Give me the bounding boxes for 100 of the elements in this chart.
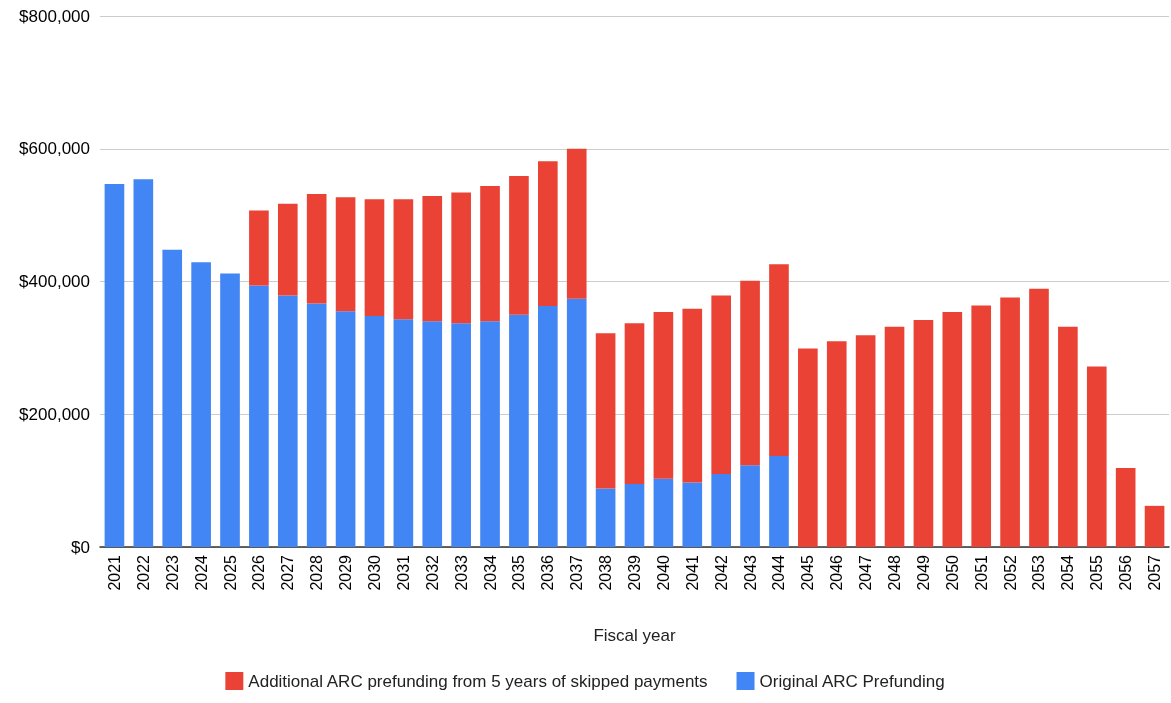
bar bbox=[711, 473, 731, 547]
bar bbox=[1058, 326, 1078, 547]
bar bbox=[913, 320, 934, 547]
x-tick-label: 2047 bbox=[857, 554, 875, 591]
x-tick-label: 2055 bbox=[1088, 554, 1106, 591]
bar bbox=[769, 264, 789, 457]
x-tick-label: 2038 bbox=[597, 554, 615, 591]
bar bbox=[277, 295, 298, 547]
x-tick-label: 2056 bbox=[1117, 554, 1135, 591]
x-tick-label: 2029 bbox=[337, 554, 355, 591]
bar bbox=[538, 161, 558, 307]
x-tick-label: 2024 bbox=[192, 554, 210, 591]
x-tick-label: 2025 bbox=[221, 554, 239, 591]
bar bbox=[451, 323, 471, 547]
bar bbox=[480, 321, 500, 547]
bar bbox=[942, 312, 963, 547]
bar bbox=[509, 314, 529, 547]
x-tick-label: 2036 bbox=[539, 554, 557, 591]
x-tick-label: 2032 bbox=[423, 554, 441, 591]
bar bbox=[798, 348, 818, 547]
x-tick-label: 2057 bbox=[1146, 554, 1164, 591]
bar bbox=[133, 179, 154, 547]
y-tick-label: $0 bbox=[71, 537, 90, 557]
bar bbox=[191, 262, 211, 547]
bar bbox=[1144, 505, 1165, 547]
bar bbox=[538, 306, 558, 547]
x-tick-label: 2040 bbox=[654, 554, 672, 591]
bar bbox=[335, 311, 356, 547]
bar bbox=[769, 456, 789, 547]
bar bbox=[451, 192, 471, 324]
x-tick-label: 2051 bbox=[972, 554, 990, 591]
y-tick-label: $600,000 bbox=[19, 139, 90, 159]
x-tick-label: 2033 bbox=[452, 554, 470, 591]
y-tick-label: $800,000 bbox=[19, 6, 90, 26]
x-tick-label: 2053 bbox=[1030, 554, 1048, 591]
bar bbox=[653, 312, 674, 479]
x-tick-label: 2045 bbox=[799, 554, 817, 591]
bar bbox=[422, 321, 443, 547]
bar bbox=[1115, 468, 1136, 547]
bar bbox=[393, 319, 414, 547]
x-tick-label: 2039 bbox=[626, 554, 643, 591]
x-tick-label: 2035 bbox=[510, 554, 528, 591]
x-tick-label: 2031 bbox=[394, 554, 412, 591]
bar bbox=[249, 210, 269, 286]
bar bbox=[277, 203, 298, 296]
bar bbox=[1029, 288, 1049, 547]
bar bbox=[306, 193, 327, 304]
x-tick-label: 2034 bbox=[481, 554, 499, 591]
bar bbox=[855, 335, 876, 547]
bar bbox=[566, 148, 587, 299]
x-tick-label: 2021 bbox=[105, 554, 123, 591]
bar bbox=[884, 326, 905, 547]
bar bbox=[480, 185, 500, 322]
bar bbox=[509, 175, 529, 315]
x-tick-label: 2037 bbox=[568, 554, 586, 591]
x-tick-label: 2054 bbox=[1059, 554, 1077, 591]
x-tick-label: 2048 bbox=[886, 554, 904, 591]
bar bbox=[971, 305, 992, 547]
x-tick-label: 2027 bbox=[279, 554, 297, 591]
x-tick-label: 2028 bbox=[308, 554, 326, 591]
bar bbox=[364, 316, 385, 547]
x-tick-label: 2046 bbox=[828, 554, 846, 591]
y-tick-label: $400,000 bbox=[19, 272, 90, 291]
bar bbox=[595, 333, 616, 489]
bar bbox=[162, 249, 183, 547]
bar bbox=[826, 341, 847, 547]
bar bbox=[624, 483, 645, 547]
legend-label: Additional ARC prefunding from 5 years of skipped payments bbox=[248, 671, 708, 691]
bar bbox=[653, 478, 674, 547]
x-tick-label: 2052 bbox=[1001, 554, 1019, 591]
x-tick-label: 2023 bbox=[163, 554, 181, 591]
bar bbox=[740, 280, 760, 466]
bar bbox=[595, 488, 616, 547]
x-axis-title: Fiscal year bbox=[593, 626, 676, 645]
y-tick-label: $200,000 bbox=[19, 404, 90, 424]
x-tick-label: 2043 bbox=[741, 554, 759, 591]
x-tick-label: 2041 bbox=[683, 554, 701, 591]
x-tick-label: 2030 bbox=[365, 554, 383, 591]
bar bbox=[1000, 297, 1020, 547]
x-tick-label: 2044 bbox=[770, 554, 788, 591]
x-tick-label: 2049 bbox=[914, 554, 932, 591]
x-tick-label: 2026 bbox=[250, 554, 268, 591]
bar bbox=[249, 285, 269, 547]
x-tick-label: 2022 bbox=[134, 554, 152, 591]
bar bbox=[335, 197, 356, 312]
bar bbox=[393, 199, 414, 320]
x-tick-label: 2050 bbox=[943, 554, 961, 591]
bar bbox=[1086, 366, 1107, 547]
bar bbox=[220, 273, 240, 547]
bar bbox=[624, 323, 645, 484]
bar bbox=[364, 199, 385, 317]
bar bbox=[711, 295, 731, 474]
bar bbox=[740, 465, 760, 547]
bar bbox=[104, 183, 125, 547]
bar bbox=[682, 308, 703, 483]
bar bbox=[682, 482, 703, 547]
bar bbox=[566, 298, 587, 547]
legend-label: Original ARC Prefunding bbox=[759, 671, 945, 691]
bar bbox=[422, 195, 443, 322]
bar bbox=[306, 303, 327, 547]
